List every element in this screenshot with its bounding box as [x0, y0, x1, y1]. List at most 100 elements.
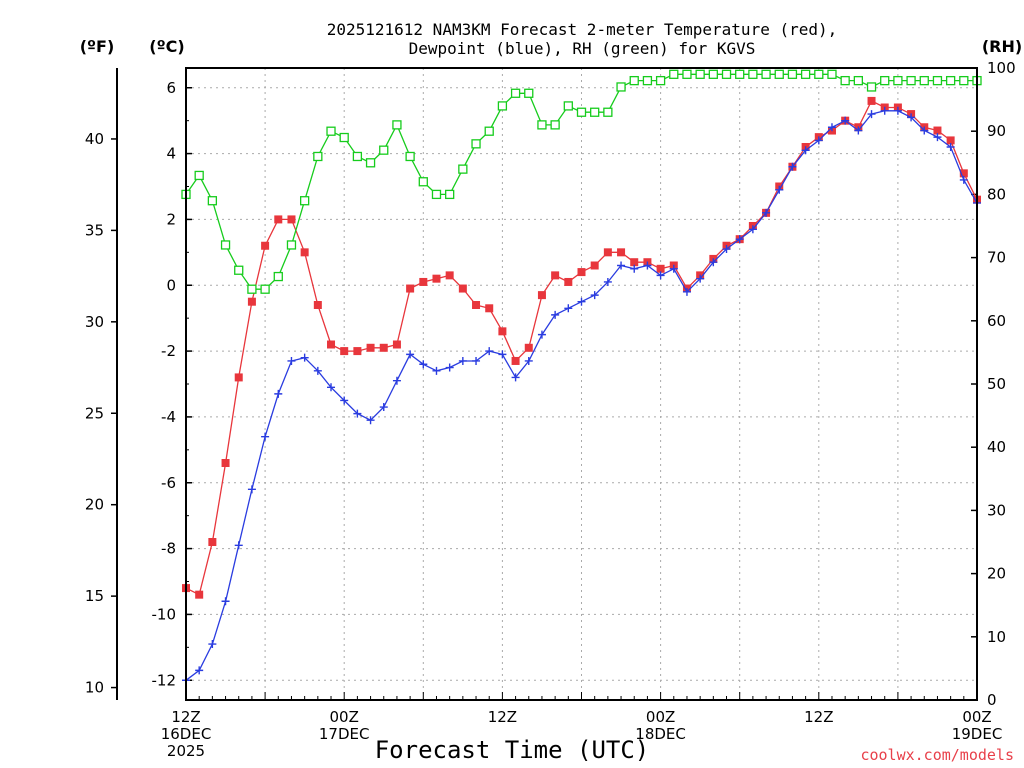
temperature-point: [617, 248, 626, 257]
rh-point: [471, 139, 481, 149]
rh-point: [247, 284, 257, 294]
temperature-point: [498, 327, 507, 336]
time-tick-label: 00Z: [330, 708, 359, 726]
temperature-point: [630, 258, 639, 267]
rh-tick-label: 60: [987, 312, 1006, 330]
dewpoint-point: [854, 126, 863, 135]
rh-point: [735, 69, 745, 79]
fahrenheit-tick-label: 10: [85, 679, 104, 697]
celsius-tick-label: -12: [152, 671, 177, 689]
rh-point: [932, 75, 943, 86]
dewpoint-point: [392, 376, 401, 385]
celsius-tick-label: 4: [166, 145, 176, 163]
dewpoint-point: [775, 185, 784, 194]
rh-point: [365, 158, 376, 168]
time-tick-label: 12Z: [171, 708, 200, 726]
dewpoint-point: [511, 373, 520, 382]
time-tick-label: 18DEC: [635, 725, 686, 743]
rh-point: [642, 75, 653, 86]
rh-point: [379, 145, 389, 155]
rh-point: [590, 107, 600, 117]
temperature-line: [185, 100, 978, 596]
celsius-tick-label: -6: [161, 474, 176, 492]
dewpoint-point: [353, 409, 362, 418]
time-tick-label: 17DEC: [319, 725, 370, 743]
temperature-point: [340, 347, 349, 356]
celsius-unit-label: (ºC): [149, 37, 184, 56]
dewpoint-point: [274, 389, 283, 398]
rh-point: [484, 126, 494, 136]
dewpoint-point: [722, 245, 731, 254]
dewpoint-point: [577, 297, 586, 306]
dewpoint-point: [524, 356, 533, 365]
grid-layer: [186, 68, 977, 700]
rh-point: [524, 88, 534, 98]
temperature-point: [564, 277, 573, 286]
dewpoint-point: [419, 360, 428, 369]
dewpoint-point: [379, 403, 388, 412]
dewpoint-point: [735, 235, 744, 244]
celsius-tick-label: -8: [161, 540, 176, 558]
celsius-tick-label: 0: [166, 276, 176, 294]
dewpoint-point: [406, 350, 415, 359]
dewpoint-point: [221, 597, 230, 606]
rh-tick-label: 40: [987, 438, 1006, 456]
time-tick-label: 00Z: [962, 708, 991, 726]
dewpoint-point: [551, 310, 560, 319]
rh-point: [853, 75, 863, 86]
dewpoint-point: [959, 175, 968, 184]
dewpoint-point: [590, 291, 599, 300]
rh-point: [721, 69, 732, 79]
rh-tick-label: 10: [987, 628, 1006, 646]
dewpoint-point: [603, 277, 612, 286]
temperature-point: [247, 297, 256, 306]
time-tick-label: 00Z: [646, 708, 675, 726]
dewpoint-point: [696, 274, 705, 283]
temperature-point: [867, 96, 876, 105]
dewpoint-point: [801, 146, 810, 155]
plot-frame: [185, 67, 978, 701]
dewpoint-point: [946, 143, 955, 151]
rh-point: [537, 120, 547, 130]
rh-point: [708, 69, 718, 79]
rh-point: [695, 69, 705, 79]
rh-point: [774, 69, 784, 79]
dewpoint-point: [485, 347, 494, 356]
temperature-point: [511, 356, 520, 365]
dewpoint-point: [617, 261, 626, 270]
temperature-point: [366, 343, 375, 352]
fahrenheit-tick-label: 30: [85, 313, 104, 331]
temperature-point: [656, 264, 665, 273]
temperature-point: [432, 274, 441, 283]
rh-point: [840, 75, 850, 86]
rh-point: [418, 177, 428, 187]
temperature-point: [458, 284, 467, 293]
temperature-point: [472, 301, 481, 309]
rh-tick-label: 80: [987, 185, 1006, 203]
dewpoint-point: [564, 304, 573, 313]
fahrenheit-tick-label: 40: [85, 130, 104, 148]
rh-tick-label: 70: [987, 249, 1006, 267]
rh-point: [194, 170, 204, 181]
dewpoint-point: [933, 133, 942, 142]
rh-point: [866, 82, 877, 92]
temperature-point: [524, 343, 533, 352]
dewpoint-point: [313, 366, 322, 375]
rh-point: [682, 69, 692, 79]
time-tick-label: 2025: [167, 742, 205, 760]
rh-point: [220, 240, 231, 250]
dewpoint-point: [709, 258, 718, 267]
rh-line: [185, 73, 977, 290]
credit-text: coolwx.com/models: [860, 746, 1014, 764]
dewpoint-point: [208, 640, 217, 649]
temperature-point: [287, 215, 296, 224]
rh-point: [906, 75, 916, 86]
dewpoint-point: [907, 113, 916, 122]
dewpoint-point: [669, 264, 678, 273]
dewpoint-point: [827, 123, 836, 132]
celsius-tick-label: -4: [161, 408, 176, 426]
rh-point: [392, 120, 402, 130]
dewpoint-point: [340, 396, 349, 405]
temperature-point: [221, 459, 230, 467]
